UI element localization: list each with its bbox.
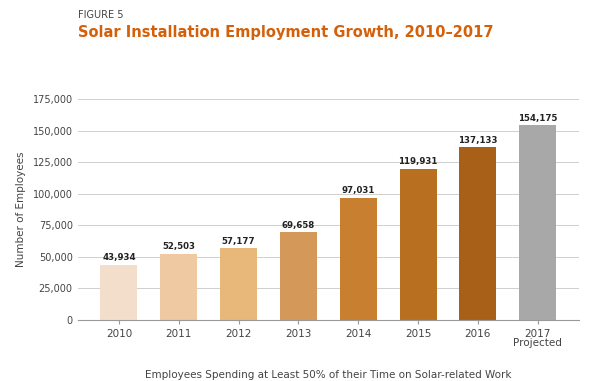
Text: Projected: Projected: [513, 338, 562, 348]
Bar: [519, 125, 556, 320]
Bar: [340, 197, 377, 320]
Text: 69,658: 69,658: [282, 221, 315, 230]
Text: 137,133: 137,133: [458, 136, 498, 145]
Text: 154,175: 154,175: [518, 114, 558, 123]
X-axis label: Employees Spending at Least 50% of their Time on Solar-related Work: Employees Spending at Least 50% of their…: [145, 370, 512, 379]
Bar: [100, 264, 137, 320]
Bar: [459, 147, 497, 320]
Bar: [220, 248, 257, 320]
Bar: [399, 169, 436, 320]
Text: 119,931: 119,931: [398, 157, 438, 166]
Text: 43,934: 43,934: [102, 253, 136, 262]
Bar: [280, 232, 317, 320]
Bar: [160, 254, 198, 320]
Y-axis label: Number of Employees: Number of Employees: [16, 152, 26, 267]
Text: 57,177: 57,177: [222, 237, 256, 246]
Text: Solar Installation Employment Growth, 2010–2017: Solar Installation Employment Growth, 20…: [78, 25, 493, 40]
Text: 97,031: 97,031: [341, 186, 375, 195]
Text: FIGURE 5: FIGURE 5: [78, 10, 123, 19]
Text: 52,503: 52,503: [162, 242, 195, 251]
